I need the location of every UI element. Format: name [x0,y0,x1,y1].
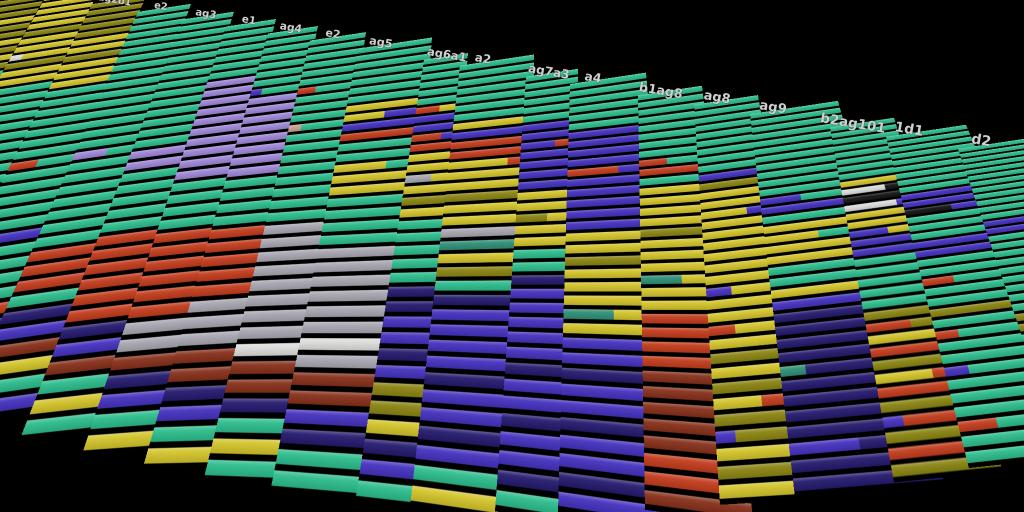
column-label-e2: e2 [324,26,342,42]
haplotype-segment [641,274,683,285]
column-label-e2: e2 [153,0,169,13]
haplotype-segment [411,132,442,143]
haplotype-segment [934,329,960,341]
column-label-a2: a2 [473,50,493,67]
haplotype-segment [520,139,556,151]
haplotype-segment [957,417,999,433]
haplotype-segment [788,437,861,456]
haplotype-segment [882,415,905,429]
haplotype-segment [333,160,387,174]
haplotype-segment [705,286,732,298]
haplotype-segment [713,395,763,411]
haplotype-segment [715,430,737,445]
column-label-a4: a4 [583,68,603,86]
haplotype-segment [404,173,432,184]
haplotype-segment [779,364,807,378]
haplotype-segment [563,309,614,320]
haplotype-segment [296,86,317,96]
column-label-e1: e1 [240,13,257,28]
haplotype-segment [515,213,548,223]
haplotype-segment [639,157,667,168]
haplotype-segment [708,324,736,337]
haplotype-segment [415,105,440,115]
haplotype-segment [943,364,970,378]
